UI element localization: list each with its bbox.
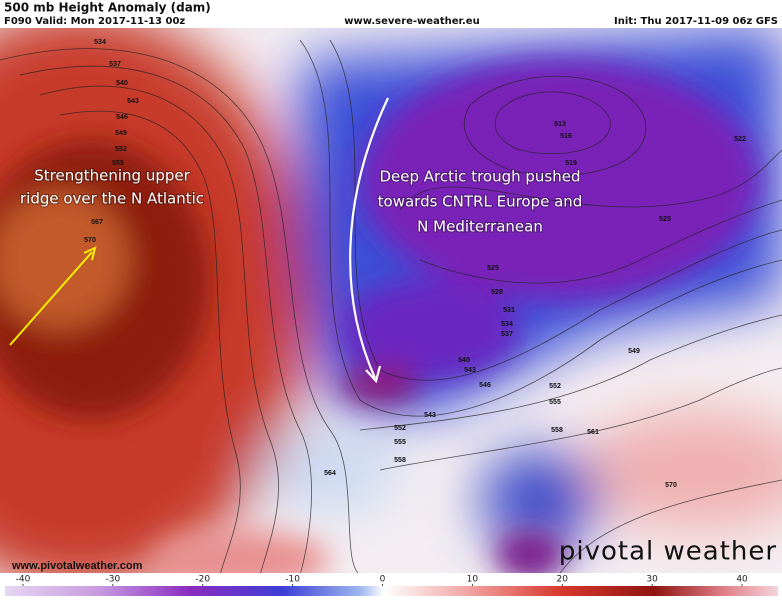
contour-labels: 534 537 540 543 546 549 552 555 567 570 513 516 519 5… <box>84 39 746 489</box>
trough-arrowhead <box>365 365 382 384</box>
trough-arrow <box>349 97 389 379</box>
trough-annotation: N Mediterranean <box>417 218 543 236</box>
source: www.severe-weather.eu <box>344 16 479 27</box>
contour-label: 558 <box>551 427 563 434</box>
trough-annotation: Deep Arctic trough pushed <box>379 168 580 186</box>
contour-label: 552 <box>549 383 561 390</box>
contour-label: 570 <box>665 482 677 489</box>
contour-label: 537 <box>501 331 513 338</box>
ridge-annotation: Strengthening upper <box>34 167 190 185</box>
contour-label: 549 <box>115 130 127 137</box>
contour-label: 555 <box>394 439 406 446</box>
contour-label: 525 <box>487 265 499 272</box>
init-time: Init: Thu 2017-11-09 06z GFS <box>614 16 778 27</box>
contour-label: 543 <box>127 98 139 105</box>
ridge-arrow <box>9 251 93 346</box>
colorbar-tick-label: 0 <box>380 575 386 585</box>
contour-label: 534 <box>501 321 513 328</box>
map: 534 537 540 543 546 549 552 555 567 570 513 516 519 5… <box>0 28 782 573</box>
contour-label: 531 <box>503 307 515 314</box>
contour-label: 516 <box>560 133 572 140</box>
contour-label: 564 <box>324 470 336 477</box>
colorbar-tick-label: 20 <box>557 575 569 585</box>
title: 500 mb Height Anomaly (dam) <box>4 1 211 15</box>
colorbar-tick-label: 40 <box>736 575 748 585</box>
colorbar-tick-label: -40 <box>16 575 31 585</box>
contour-label: 519 <box>565 160 577 167</box>
contour-label: 555 <box>549 399 561 406</box>
colorbar-tick-label: -20 <box>195 575 210 585</box>
colorbar-tick-label: 10 <box>467 575 479 585</box>
contour-label: 558 <box>394 457 406 464</box>
contour-label: 546 <box>479 382 491 389</box>
contour-label: 552 <box>115 146 127 153</box>
logo: pivotal weather <box>559 537 777 567</box>
contour-label: 540 <box>458 357 470 364</box>
contour-label: 546 <box>116 114 128 121</box>
contour-label: 570 <box>84 237 96 244</box>
colorbar-tick-label: -10 <box>285 575 300 585</box>
contour-label: 555 <box>112 160 124 167</box>
contour-label: 549 <box>628 348 640 355</box>
colorbar-tick-label: 30 <box>646 575 658 585</box>
valid-time: F090 Valid: Mon 2017-11-13 00z <box>4 16 185 27</box>
trough-annotation: towards CNTRL Europe and <box>378 193 583 211</box>
contour-label: 561 <box>587 429 599 436</box>
contour-label: 525 <box>659 216 671 223</box>
contour-label: 552 <box>394 425 406 432</box>
ridge-annotation: ridge over the N Atlantic <box>20 190 204 208</box>
colorbar-ticks: -40 -30 -20 -10 0 10 20 30 40 <box>16 575 748 586</box>
footer-url: www.pivotalweather.com <box>11 560 143 572</box>
contours <box>0 39 782 573</box>
colorbar-tick-label: -30 <box>106 575 121 585</box>
contour-label: 543 <box>424 412 436 419</box>
contour-label: 537 <box>109 61 121 68</box>
contour-label: 540 <box>116 80 128 87</box>
contour-label: 513 <box>554 121 566 128</box>
contour-label: 543 <box>464 367 476 374</box>
contour-label: 534 <box>94 39 106 46</box>
contour-label: 528 <box>491 289 503 296</box>
ridge-arrowhead <box>83 246 97 261</box>
contour-label: 567 <box>91 219 103 226</box>
colorbar <box>5 586 778 596</box>
contour-label: 522 <box>734 136 746 143</box>
